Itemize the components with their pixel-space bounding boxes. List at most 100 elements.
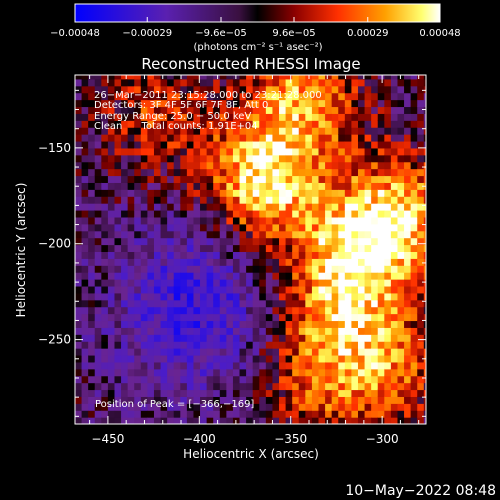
chart-title: Reconstructed RHESSI Image [141,55,360,73]
heatmap-cell [331,299,339,308]
heatmap-cell [101,375,109,384]
heatmap-cell [390,389,399,397]
heatmap-cell [88,334,96,342]
heatmap-cell [127,182,135,190]
heatmap-cell [417,196,425,204]
heatmap-cell [121,78,129,87]
heatmap-cell [298,120,306,128]
heatmap-cell [410,216,418,225]
heatmap-cell [101,75,109,80]
heatmap-cell [219,251,227,259]
heatmap-cell [140,265,148,273]
heatmap-cell [226,410,234,418]
heatmap-cell [252,279,260,287]
heatmap-cell [114,244,122,253]
heatmap-cell [377,127,385,135]
heatmap-cell [364,251,372,259]
heatmap-cell [351,368,359,377]
heatmap-cell [338,375,346,384]
heatmap-cell [325,382,333,391]
heatmap-cell [226,389,234,397]
heatmap-cell [134,258,142,266]
heatmap-cell [298,134,306,142]
heatmap-cell [239,348,247,356]
heatmap-cell [423,410,426,418]
heatmap-cell [364,361,372,370]
heatmap-cell [259,113,267,121]
heatmap-cell [193,196,201,204]
heatmap-cell [272,203,280,211]
heatmap-cell [338,154,346,163]
heatmap-cell [121,113,129,121]
heatmap-cell [272,279,280,287]
heatmap-cell [265,382,274,391]
heatmap-cell [377,168,385,177]
heatmap-cell [344,168,353,177]
heatmap-cell [121,237,129,246]
heatmap-cell [298,292,306,301]
heatmap-cell [173,196,181,204]
heatmap-cell [285,196,293,204]
heatmap-cell [147,113,155,121]
heatmap-cell [94,230,102,239]
heatmap-cell [390,334,399,342]
heatmap-cell [285,410,293,418]
heatmap-cell [81,140,89,149]
heatmap-cell [160,389,168,397]
heatmap-cell [265,175,274,183]
heatmap-cell [239,154,247,163]
heatmap-cell [180,106,188,114]
heatmap-cell [147,320,155,328]
heatmap-cell [81,78,89,87]
heatmap-cell [311,389,320,397]
heatmap-cell [226,106,234,114]
heatmap-cell [140,120,148,128]
heatmap-cell [180,403,188,411]
heatmap-cell [107,216,116,225]
heatmap-cell [186,196,195,204]
heatmap-cell [75,410,83,418]
heatmap-cell [252,375,260,384]
heatmap-cell [252,147,260,156]
heatmap-cell [127,306,135,315]
heatmap-cell [377,230,385,239]
heatmap-cell [180,306,188,315]
heatmap-cell [272,85,280,94]
heatmap-cell [147,361,155,370]
heatmap-cell [305,237,313,246]
heatmap-cell [88,161,96,170]
heatmap-cell [318,389,326,397]
heatmap-cell [153,313,162,322]
heatmap-cell [404,272,412,280]
heatmap-cell [404,134,412,142]
heatmap-cell [338,334,346,342]
heatmap-cell [206,361,214,370]
heatmap-cell [259,403,267,411]
heatmap-cell [193,417,201,424]
heatmap-cell [292,292,300,301]
heatmap-cell [239,417,247,424]
heatmap-cell [371,175,379,183]
heatmap-cell [246,175,254,183]
heatmap-cell [107,244,116,253]
heatmap-cell [246,417,254,424]
heatmap-cell [298,375,306,384]
heatmap-cell [127,154,135,163]
heatmap-cell [134,375,142,384]
heatmap-cell [232,410,241,418]
heatmap-cell [246,154,254,163]
heatmap-cell [390,92,399,101]
heatmap-cell [140,134,148,142]
heatmap-cell [193,265,201,273]
heatmap-cell [252,306,260,315]
heatmap-cell [134,223,142,232]
heatmap-cell [239,161,247,170]
heatmap-cell [75,272,83,280]
heatmap-cell [285,99,293,108]
heatmap-cell [147,354,155,363]
heatmap-cell [88,382,96,391]
heatmap-cell [410,203,418,211]
heatmap-cell [213,417,221,424]
heatmap-cell [298,203,306,211]
heatmap-cell [140,244,148,253]
